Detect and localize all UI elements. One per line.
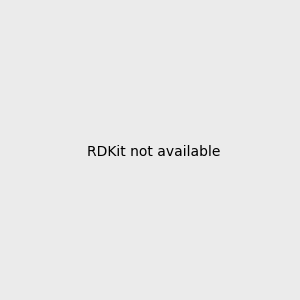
Text: RDKit not available: RDKit not available: [87, 145, 220, 158]
